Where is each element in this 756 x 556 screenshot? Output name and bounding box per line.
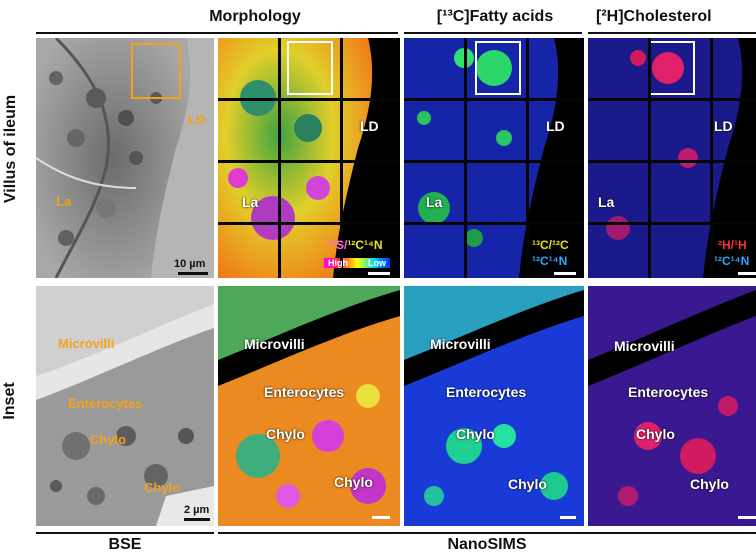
- label-enterocytes-ch: Enterocytes: [628, 384, 709, 400]
- footer-rule-bse: [36, 532, 214, 534]
- legend-fa-ref: ¹²C¹⁴N: [532, 254, 568, 268]
- label-microvilli-bse: Microvilli: [58, 336, 115, 351]
- bse-villus-panel: LD La 10 µm: [36, 38, 214, 278]
- fatty-acids-inset-panel: Microvilli Enterocytes Chylo Chylo: [404, 286, 584, 526]
- label-enterocytes-morph: Enterocytes: [264, 384, 345, 400]
- legend-ch-ratio: ²H/¹H: [718, 238, 747, 252]
- header-rule-cholesterol: [588, 32, 756, 34]
- legend-morph-ratio: ³²S/¹²C¹⁴N: [328, 238, 383, 252]
- row-label-inset: Inset: [1, 382, 18, 420]
- scale-bar-ch-bottom: [738, 516, 756, 519]
- label-ld-fa: LD: [546, 118, 565, 134]
- scale-bar-top: [178, 272, 208, 275]
- legend-ch-ref: ¹²C¹⁴N: [714, 254, 750, 268]
- header-fatty-acids: [¹³C]Fatty acids: [436, 8, 554, 25]
- footer-bse: BSE: [108, 536, 142, 553]
- fatty-acids-villus-panel: LD La ¹³C/¹²C ¹²C¹⁴N: [404, 38, 584, 278]
- label-chylo-ch-2: Chylo: [690, 476, 729, 492]
- label-ld-bse: LD: [188, 112, 206, 127]
- label-chylo-bse-2: Chylo: [144, 480, 181, 495]
- row-label-villus: Villus of ileum: [2, 94, 19, 204]
- scale-bar-morph-top: [368, 272, 390, 275]
- bse-inset-image: [36, 286, 214, 526]
- label-enterocytes-bse: Enterocytes: [68, 396, 143, 411]
- cholesterol-villus-panel: LD La ²H/¹H ¹²C¹⁴N: [588, 38, 756, 278]
- label-chylo-morph-2: Chylo: [334, 474, 373, 490]
- label-chylo-fa-2: Chylo: [508, 476, 547, 492]
- header-morphology: Morphology: [209, 8, 301, 25]
- scale-bar-bottom: [184, 518, 210, 521]
- label-la-morph: La: [242, 194, 259, 210]
- label-microvilli-ch: Microvilli: [614, 338, 675, 354]
- label-microvilli-morph: Microvilli: [244, 336, 305, 352]
- bse-villus-image: [36, 38, 214, 278]
- fatty-acids-inset-image: [404, 286, 584, 526]
- legend-low: Low: [368, 258, 386, 268]
- legend-high: High: [328, 258, 348, 268]
- cholesterol-inset-panel: Microvilli Enterocytes Chylo Chylo: [588, 286, 756, 526]
- scale-bar-label-top: 10 µm: [174, 258, 206, 270]
- label-chylo-fa-1: Chylo: [456, 426, 495, 442]
- scale-bar-fa-bottom: [560, 516, 576, 519]
- morphology-inset-panel: Microvilli Enterocytes Chylo Chylo: [218, 286, 400, 526]
- legend-fa-ratio: ¹³C/¹²C: [532, 238, 569, 252]
- label-chylo-bse-1: Chylo: [90, 432, 127, 447]
- morphology-inset-image: [218, 286, 400, 526]
- label-chylo-morph-1: Chylo: [266, 426, 305, 442]
- label-chylo-ch-1: Chylo: [636, 426, 675, 442]
- label-microvilli-fa: Microvilli: [430, 336, 491, 352]
- footer-nanosims: NanoSIMS: [447, 536, 527, 553]
- scale-bar-ch-top: [738, 272, 756, 275]
- label-ld-morph: LD: [360, 118, 379, 134]
- label-la-ch: La: [598, 194, 615, 210]
- label-enterocytes-fa: Enterocytes: [446, 384, 527, 400]
- label-la-fa: La: [426, 194, 443, 210]
- morphology-villus-panel: LD La ³²S/¹²C¹⁴N High Low: [218, 38, 400, 278]
- scale-bar-fa-top: [554, 272, 576, 275]
- cholesterol-inset-image: [588, 286, 756, 526]
- header-rule-fatty-acids: [404, 32, 582, 34]
- scale-bar-label-bottom: 2 µm: [184, 504, 210, 516]
- header-rule-morphology: [36, 32, 398, 34]
- scale-bar-morph-bottom: [372, 516, 390, 519]
- bse-inset-panel: Microvilli Enterocytes Chylo Chylo 2 µm: [36, 286, 214, 526]
- footer-rule-nanosims: [218, 532, 756, 534]
- label-la-bse: La: [56, 194, 72, 209]
- header-cholesterol: [²H]Cholesterol: [596, 8, 712, 25]
- label-ld-ch: LD: [714, 118, 733, 134]
